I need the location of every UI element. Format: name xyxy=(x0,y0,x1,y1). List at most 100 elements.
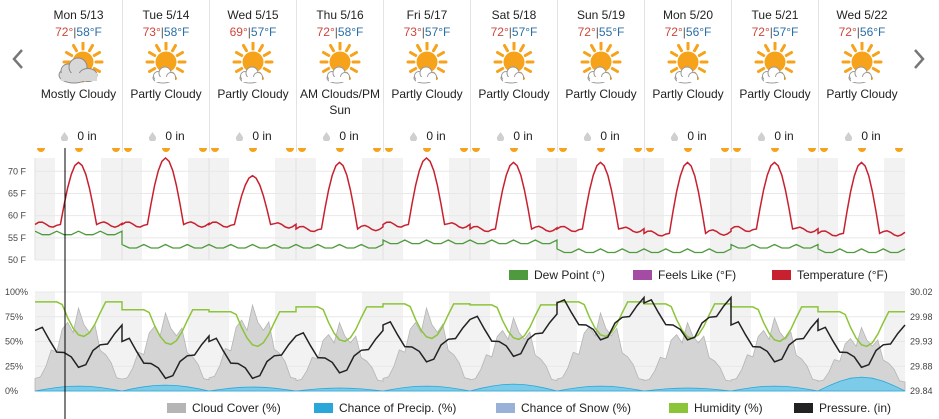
dew-point-line xyxy=(34,230,906,254)
night-band xyxy=(101,158,122,260)
sun-marker xyxy=(510,148,518,152)
sun-marker xyxy=(298,148,306,152)
sun-marker xyxy=(646,148,654,152)
condition-text: Partly Cloudy xyxy=(565,87,637,101)
precip-amount: 0 in xyxy=(819,129,906,143)
temp-separator: | xyxy=(682,25,686,39)
day-column[interactable]: Sat 5/18 72°|57°F Partly Cloudy 0 in xyxy=(470,0,557,152)
prev-week-button[interactable] xyxy=(8,46,28,72)
precip-amount: 0 in xyxy=(732,129,819,143)
precip-amount: 0 in xyxy=(384,129,471,143)
chevron-left-icon xyxy=(12,49,23,69)
night-band xyxy=(731,158,751,260)
sun-marker xyxy=(559,148,567,152)
sun-marker xyxy=(597,148,605,152)
precip-amount: 0 in xyxy=(645,129,732,143)
humidity-line xyxy=(35,301,905,348)
y-tick-label-left: 100% xyxy=(5,287,28,297)
precip-value: 0 in xyxy=(861,129,881,143)
temp-separator: | xyxy=(160,25,164,39)
legend-snow[interactable]: Chance of Snow (%) xyxy=(496,401,631,415)
raindrop-icon xyxy=(584,131,592,141)
pressure-line xyxy=(34,295,906,380)
precip-swatch xyxy=(314,403,333,413)
legend-pressure[interactable]: Pressure. (in) xyxy=(794,401,891,415)
legend-label: Dew Point (°) xyxy=(534,268,605,282)
precip-area xyxy=(34,376,906,392)
sun-marker xyxy=(211,148,219,152)
temp-separator: | xyxy=(73,25,77,39)
legend-humidity[interactable]: Humidity (%) xyxy=(669,401,763,415)
day-label: Tue 5/14 xyxy=(142,8,190,22)
day-temps: 72°|58°F xyxy=(35,26,122,39)
high-temp: 72° xyxy=(664,25,683,39)
chevron-right-icon xyxy=(914,49,925,69)
y-tick-label: 70 F xyxy=(8,166,27,176)
legend-feels-like[interactable]: Feels Like (°F) xyxy=(633,268,736,282)
condition-text: Partly Cloudy xyxy=(652,87,724,101)
sun-marker xyxy=(75,148,83,152)
y-tick-label: 50 F xyxy=(8,255,27,265)
legend-label: Chance of Precip. (%) xyxy=(339,401,457,415)
day-label: Thu 5/16 xyxy=(316,8,364,22)
low-temp: 57°F xyxy=(511,25,538,39)
sun-marker xyxy=(336,148,344,152)
day-label: Mon 5/13 xyxy=(53,8,104,22)
precip-amount: 0 in xyxy=(471,129,558,143)
day-column[interactable]: Fri 5/17 73°|57°F Partly Cloudy 0 in xyxy=(383,0,470,152)
condition-text: Partly Cloudy xyxy=(130,87,202,101)
night-band xyxy=(362,158,383,260)
day-column[interactable]: Tue 5/21 72°|57°F Partly Cloudy 0 in xyxy=(731,0,818,152)
temperature-swatch xyxy=(772,270,791,280)
night-band xyxy=(275,158,296,260)
legend-label: Feels Like (°F) xyxy=(658,268,737,282)
legend-cloud-cover[interactable]: Cloud Cover (%) xyxy=(167,401,281,415)
day-column[interactable]: Thu 5/16 72°|58°F AM Clouds/PM Sun 0 in xyxy=(296,0,383,152)
legend-label: Cloud Cover (%) xyxy=(192,401,281,415)
raindrop-icon xyxy=(845,131,853,141)
night-band xyxy=(818,158,838,260)
precip-value: 0 in xyxy=(600,129,620,143)
high-temp: 72° xyxy=(316,25,335,39)
partly-cloudy-icon xyxy=(471,42,557,86)
snow-swatch xyxy=(496,403,515,413)
partly-cloudy-icon xyxy=(558,42,644,86)
forecast-charts: 70 F 65 F 60 F 55 F 50 F 100% 30.02 75% 29.98 50%… xyxy=(5,148,933,419)
temp-separator: | xyxy=(769,25,773,39)
day-label: Sun 5/19 xyxy=(576,8,626,22)
sun-marker xyxy=(820,148,828,152)
raindrop-icon xyxy=(149,131,157,141)
night-band xyxy=(644,158,664,260)
day-column[interactable]: Wed 5/15 69°|57°F Partly Cloudy 0 in xyxy=(209,0,296,152)
y-tick-label-right: 29.98 xyxy=(910,312,933,322)
legend-precip[interactable]: Chance of Precip. (%) xyxy=(314,401,456,415)
day-column[interactable]: Mon 5/13 72°|58°F Mostly Cloudy 0 in xyxy=(35,0,122,152)
precip-amount: 0 in xyxy=(35,129,122,143)
condition-text: AM Clouds/PM Sun xyxy=(299,87,381,117)
legend-temperature[interactable]: Temperature (°F) xyxy=(772,268,888,282)
partly-cloudy-icon xyxy=(819,42,905,86)
sun-marker xyxy=(373,148,381,152)
legend-dew-point[interactable]: Dew Point (°) xyxy=(509,268,605,282)
day-column[interactable]: Tue 5/14 73°|58°F Partly Cloudy 0 in xyxy=(122,0,209,152)
sun-marker xyxy=(895,148,903,152)
day-column[interactable]: Wed 5/22 72°|56°F Partly Cloudy 0 in xyxy=(818,0,905,152)
partly-cloudy-icon xyxy=(123,42,209,86)
humidity-swatch xyxy=(669,403,688,413)
y-tick-label-right: 29.93 xyxy=(910,337,933,347)
sun-marker xyxy=(286,148,294,152)
high-temp: 72° xyxy=(55,25,74,39)
night-band xyxy=(710,158,731,260)
precip-value: 0 in xyxy=(165,129,185,143)
high-temp: 72° xyxy=(577,25,596,39)
temp-separator: | xyxy=(595,25,599,39)
precip-amount: 0 in xyxy=(123,129,210,143)
temp-separator: | xyxy=(247,25,251,39)
high-temp: 72° xyxy=(490,25,509,39)
night-band xyxy=(470,158,490,260)
temp-separator: | xyxy=(508,25,512,39)
raindrop-icon xyxy=(61,131,69,141)
day-column[interactable]: Mon 5/20 72°|56°F Partly Cloudy 0 in xyxy=(644,0,731,152)
next-week-button[interactable] xyxy=(909,46,929,72)
day-column[interactable]: Sun 5/19 72°|55°F Partly Cloudy 0 in xyxy=(557,0,644,152)
